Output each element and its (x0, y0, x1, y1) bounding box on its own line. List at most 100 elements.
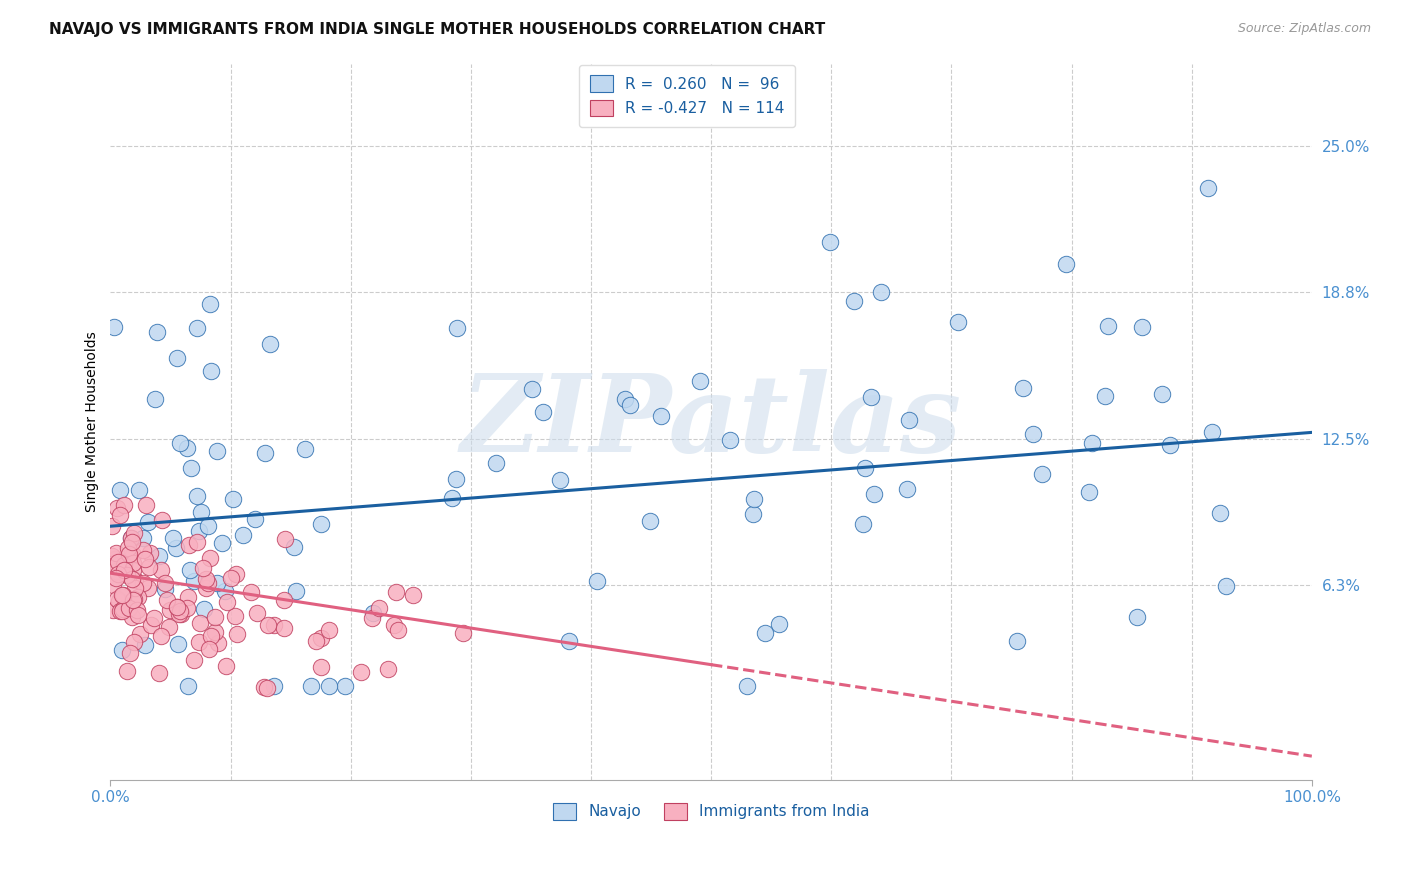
Point (167, 607, 190, 622)
Point (148, 549, 170, 563)
Point (870, 285, 893, 299)
Point (896, 482, 918, 496)
Point (136, 582, 159, 596)
Point (108, 594, 131, 608)
Point (138, 546, 160, 560)
Point (225, 567, 247, 582)
Point (232, 528, 254, 542)
Point (186, 321, 208, 335)
Point (121, 535, 143, 549)
Point (110, 483, 132, 497)
Point (361, 610, 384, 624)
Text: ZIPatlas: ZIPatlas (461, 368, 962, 475)
Point (118, 646, 141, 660)
Point (1012, 382, 1035, 396)
Point (186, 534, 208, 549)
Point (284, 583, 307, 598)
Point (1208, 506, 1230, 520)
Point (852, 516, 875, 531)
Point (259, 337, 281, 351)
Point (737, 679, 759, 693)
Point (256, 618, 278, 632)
Text: NAVAJO VS IMMIGRANTS FROM INDIA SINGLE MOTHER HOUSEHOLDS CORRELATION CHART: NAVAJO VS IMMIGRANTS FROM INDIA SINGLE M… (49, 22, 825, 37)
Point (156, 592, 179, 607)
Point (299, 679, 322, 693)
Point (1078, 485, 1101, 500)
Point (246, 607, 269, 621)
Point (946, 315, 969, 329)
Point (860, 390, 883, 404)
Point (153, 582, 176, 596)
Point (111, 590, 134, 604)
Point (180, 461, 202, 475)
Point (150, 563, 173, 577)
Point (200, 550, 222, 565)
Point (638, 514, 661, 528)
Point (440, 491, 463, 506)
Point (897, 413, 920, 427)
Point (143, 611, 166, 625)
Point (108, 508, 131, 522)
Point (256, 681, 278, 695)
Point (253, 680, 276, 694)
Point (1160, 438, 1182, 452)
Point (118, 547, 141, 561)
Y-axis label: Single Mother Households: Single Mother Households (86, 332, 100, 512)
Point (382, 617, 405, 632)
Point (166, 600, 188, 615)
Point (742, 491, 765, 506)
Point (211, 536, 233, 550)
Point (1215, 580, 1237, 594)
Point (207, 443, 229, 458)
Point (166, 599, 188, 614)
Point (145, 392, 167, 407)
Point (166, 351, 188, 365)
Point (222, 491, 245, 506)
Point (111, 602, 134, 616)
Point (195, 581, 218, 595)
Point (548, 473, 571, 487)
Point (224, 608, 246, 623)
Point (150, 629, 173, 643)
Point (387, 623, 409, 637)
Point (197, 519, 219, 533)
Point (157, 620, 180, 634)
Point (190, 505, 212, 519)
Point (311, 516, 333, 531)
Point (105, 571, 128, 585)
Point (117, 601, 139, 615)
Point (103, 603, 125, 617)
Point (204, 609, 226, 624)
Point (150, 513, 173, 527)
Point (863, 487, 886, 501)
Point (111, 642, 134, 657)
Point (485, 456, 508, 470)
Point (207, 636, 229, 650)
Point (361, 606, 384, 620)
Point (1031, 467, 1053, 481)
Point (1201, 425, 1223, 439)
Point (197, 641, 219, 656)
Legend: Navajo, Immigrants from India: Navajo, Immigrants from India (547, 797, 876, 826)
Point (176, 601, 198, 615)
Point (110, 588, 132, 602)
Point (127, 591, 149, 605)
Point (101, 578, 124, 592)
Point (122, 635, 145, 649)
Point (754, 626, 776, 640)
Point (385, 584, 408, 599)
Point (120, 531, 142, 545)
Point (309, 660, 332, 674)
Point (187, 634, 209, 648)
Point (451, 626, 474, 640)
Point (121, 593, 143, 607)
Point (128, 483, 150, 497)
Point (110, 554, 132, 568)
Point (129, 627, 152, 641)
Point (318, 679, 340, 693)
Point (1097, 318, 1119, 333)
Point (162, 531, 184, 545)
Point (115, 567, 138, 582)
Point (139, 618, 162, 632)
Point (650, 409, 672, 423)
